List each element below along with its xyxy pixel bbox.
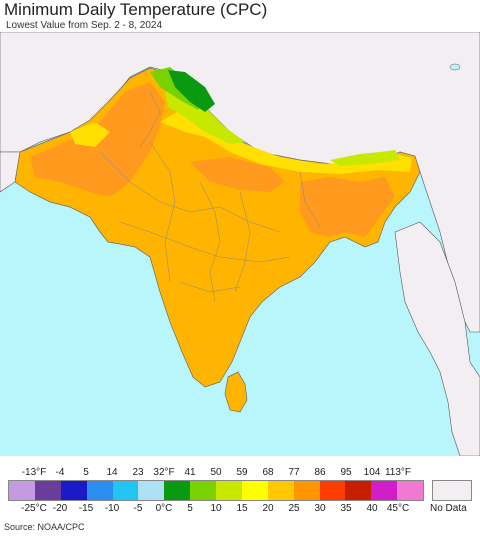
map-canvas [0, 32, 480, 456]
legend-f-label: 77 [288, 467, 300, 478]
legend-c-label: -10 [104, 503, 120, 514]
legend-f-label: 59 [236, 467, 248, 478]
legend-color-bar [8, 480, 424, 501]
state-boundaries [99, 91, 321, 303]
legend-c-label: 10 [210, 503, 222, 514]
legend-swatch [293, 481, 320, 500]
legend-swatch [34, 481, 61, 500]
legend-c-label: 30 [314, 503, 326, 514]
legend-f-label: -13°F [21, 467, 47, 478]
legend-no-data-label: No Data [430, 503, 467, 514]
legend-c-label: -15 [78, 503, 94, 514]
legend-swatch [371, 481, 398, 500]
region-warm-center [190, 157, 285, 192]
legend-swatch [345, 481, 372, 500]
legend-c-label: 25 [288, 503, 300, 514]
legend-swatch [241, 481, 268, 500]
legend-swatch [319, 481, 346, 500]
legend-swatch [86, 481, 113, 500]
legend-c-label: 40 [366, 503, 378, 514]
legend-f-label: 23 [132, 467, 144, 478]
legend-f-label: 32°F [153, 467, 175, 478]
sri-lanka [224, 371, 248, 413]
neighbor-land-east [394, 221, 480, 456]
legend-swatch [397, 481, 423, 500]
legend-c-label: 0°C [155, 503, 173, 514]
legend-f-label: -4 [55, 467, 65, 478]
legend-swatch [164, 481, 191, 500]
legend-c-label: 35 [340, 503, 352, 514]
legend-c-label: 20 [262, 503, 274, 514]
legend-swatch [190, 481, 216, 500]
legend-f-label: 104 [363, 467, 381, 478]
legend-f-label: 95 [340, 467, 352, 478]
map-subtitle: Lowest Value from Sep. 2 - 8, 2024 [6, 20, 163, 31]
temperature-map [0, 32, 480, 456]
legend-swatch [138, 481, 165, 500]
map-title: Minimum Daily Temperature (CPC) [4, 0, 268, 19]
legend-f-label: 41 [184, 467, 196, 478]
legend-c-label: -5 [133, 503, 143, 514]
legend-f-label: 68 [262, 467, 274, 478]
legend-swatch [112, 481, 139, 500]
legend-f-label: 113°F [384, 467, 412, 478]
region-cool-east [330, 150, 400, 166]
legend-f-label: 14 [106, 467, 118, 478]
legend-swatch [60, 481, 87, 500]
legend-c-label: 15 [236, 503, 248, 514]
legend-c-label: 5 [187, 503, 193, 514]
legend-no-data-swatch [432, 480, 472, 501]
legend-swatch [267, 481, 294, 500]
region-mild-west [70, 122, 110, 147]
legend-swatch [216, 481, 242, 500]
legend-c-label: -20 [52, 503, 68, 514]
legend-c-label: 45°C [386, 503, 410, 514]
legend-f-label: 5 [83, 467, 89, 478]
legend-swatch [9, 481, 35, 500]
legend-f-label: 86 [314, 467, 326, 478]
legend-f-label: 50 [210, 467, 222, 478]
region-warm-east [300, 177, 395, 237]
legend-c-label: -25°C [21, 503, 47, 514]
legend-celsius-labels: -25°C -20 -15 -10 -5 0°C 5 10 15 20 25 3… [0, 503, 480, 517]
lake [449, 63, 461, 71]
legend-fahrenheit-labels: -13°F -4 5 14 23 32°F 41 50 59 68 77 86 … [0, 467, 480, 481]
region-coldest [168, 70, 215, 112]
source-credit: Source: NOAA/CPC [4, 522, 85, 532]
